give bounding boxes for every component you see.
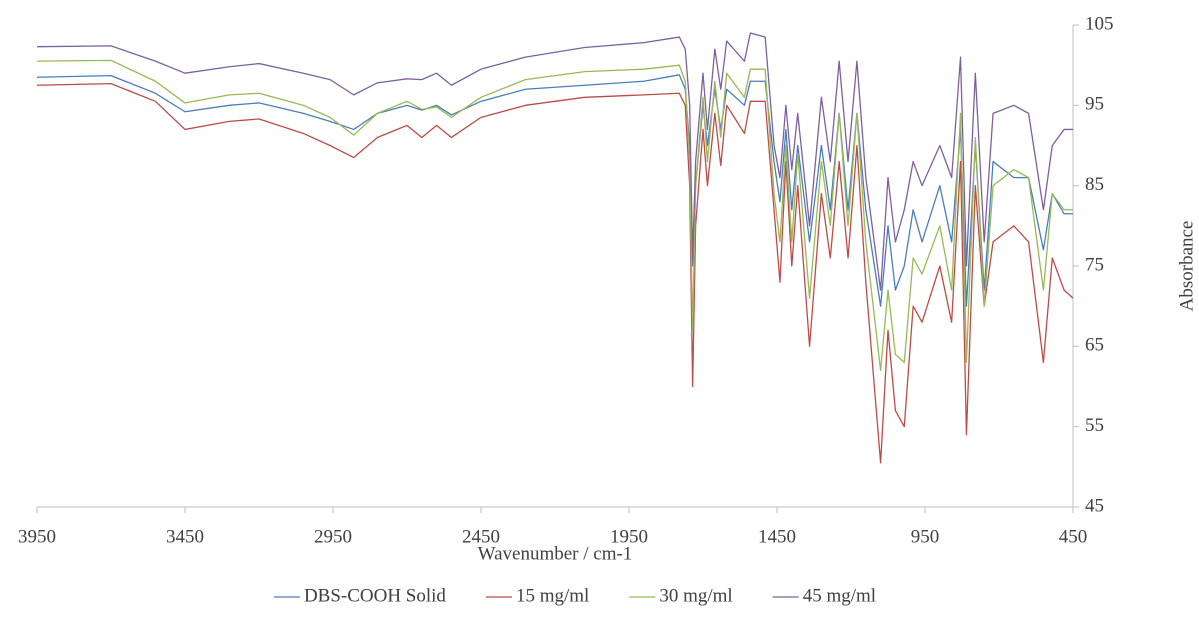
x-tick-label: 1950: [610, 526, 648, 547]
legend-label: DBS-COOH Solid: [304, 585, 446, 606]
legend-label: 30 mg/ml: [659, 585, 732, 606]
x-tick-label: 3450: [166, 526, 204, 547]
legend-label: 45 mg/ml: [803, 585, 876, 606]
legend-label: 15 mg/ml: [516, 585, 589, 606]
series-line: [36, 82, 1074, 464]
series-line: [36, 59, 1073, 372]
series-line: [36, 74, 1073, 307]
x-axis-title: Wavenumber / cm-1: [478, 543, 633, 564]
series-line: [36, 32, 1073, 291]
x-tick-label: 3950: [18, 526, 56, 547]
y-axis-title: Absorbance: [1176, 221, 1197, 312]
x-tick-label: 450: [1059, 526, 1088, 547]
y-tick-label: 45: [1085, 495, 1104, 516]
y-tick-label: 75: [1085, 254, 1104, 275]
x-tick-label: 2450: [462, 526, 500, 547]
x-tick-label: 1450: [758, 526, 796, 547]
y-tick-label: 95: [1085, 94, 1104, 115]
y-tick-label: 105: [1085, 13, 1114, 34]
y-tick-label: 55: [1085, 415, 1104, 436]
y-tick-label: 85: [1085, 174, 1104, 195]
y-tick-label: 65: [1085, 335, 1104, 356]
x-tick-label: 2950: [314, 526, 352, 547]
x-tick-label: 950: [911, 526, 940, 547]
